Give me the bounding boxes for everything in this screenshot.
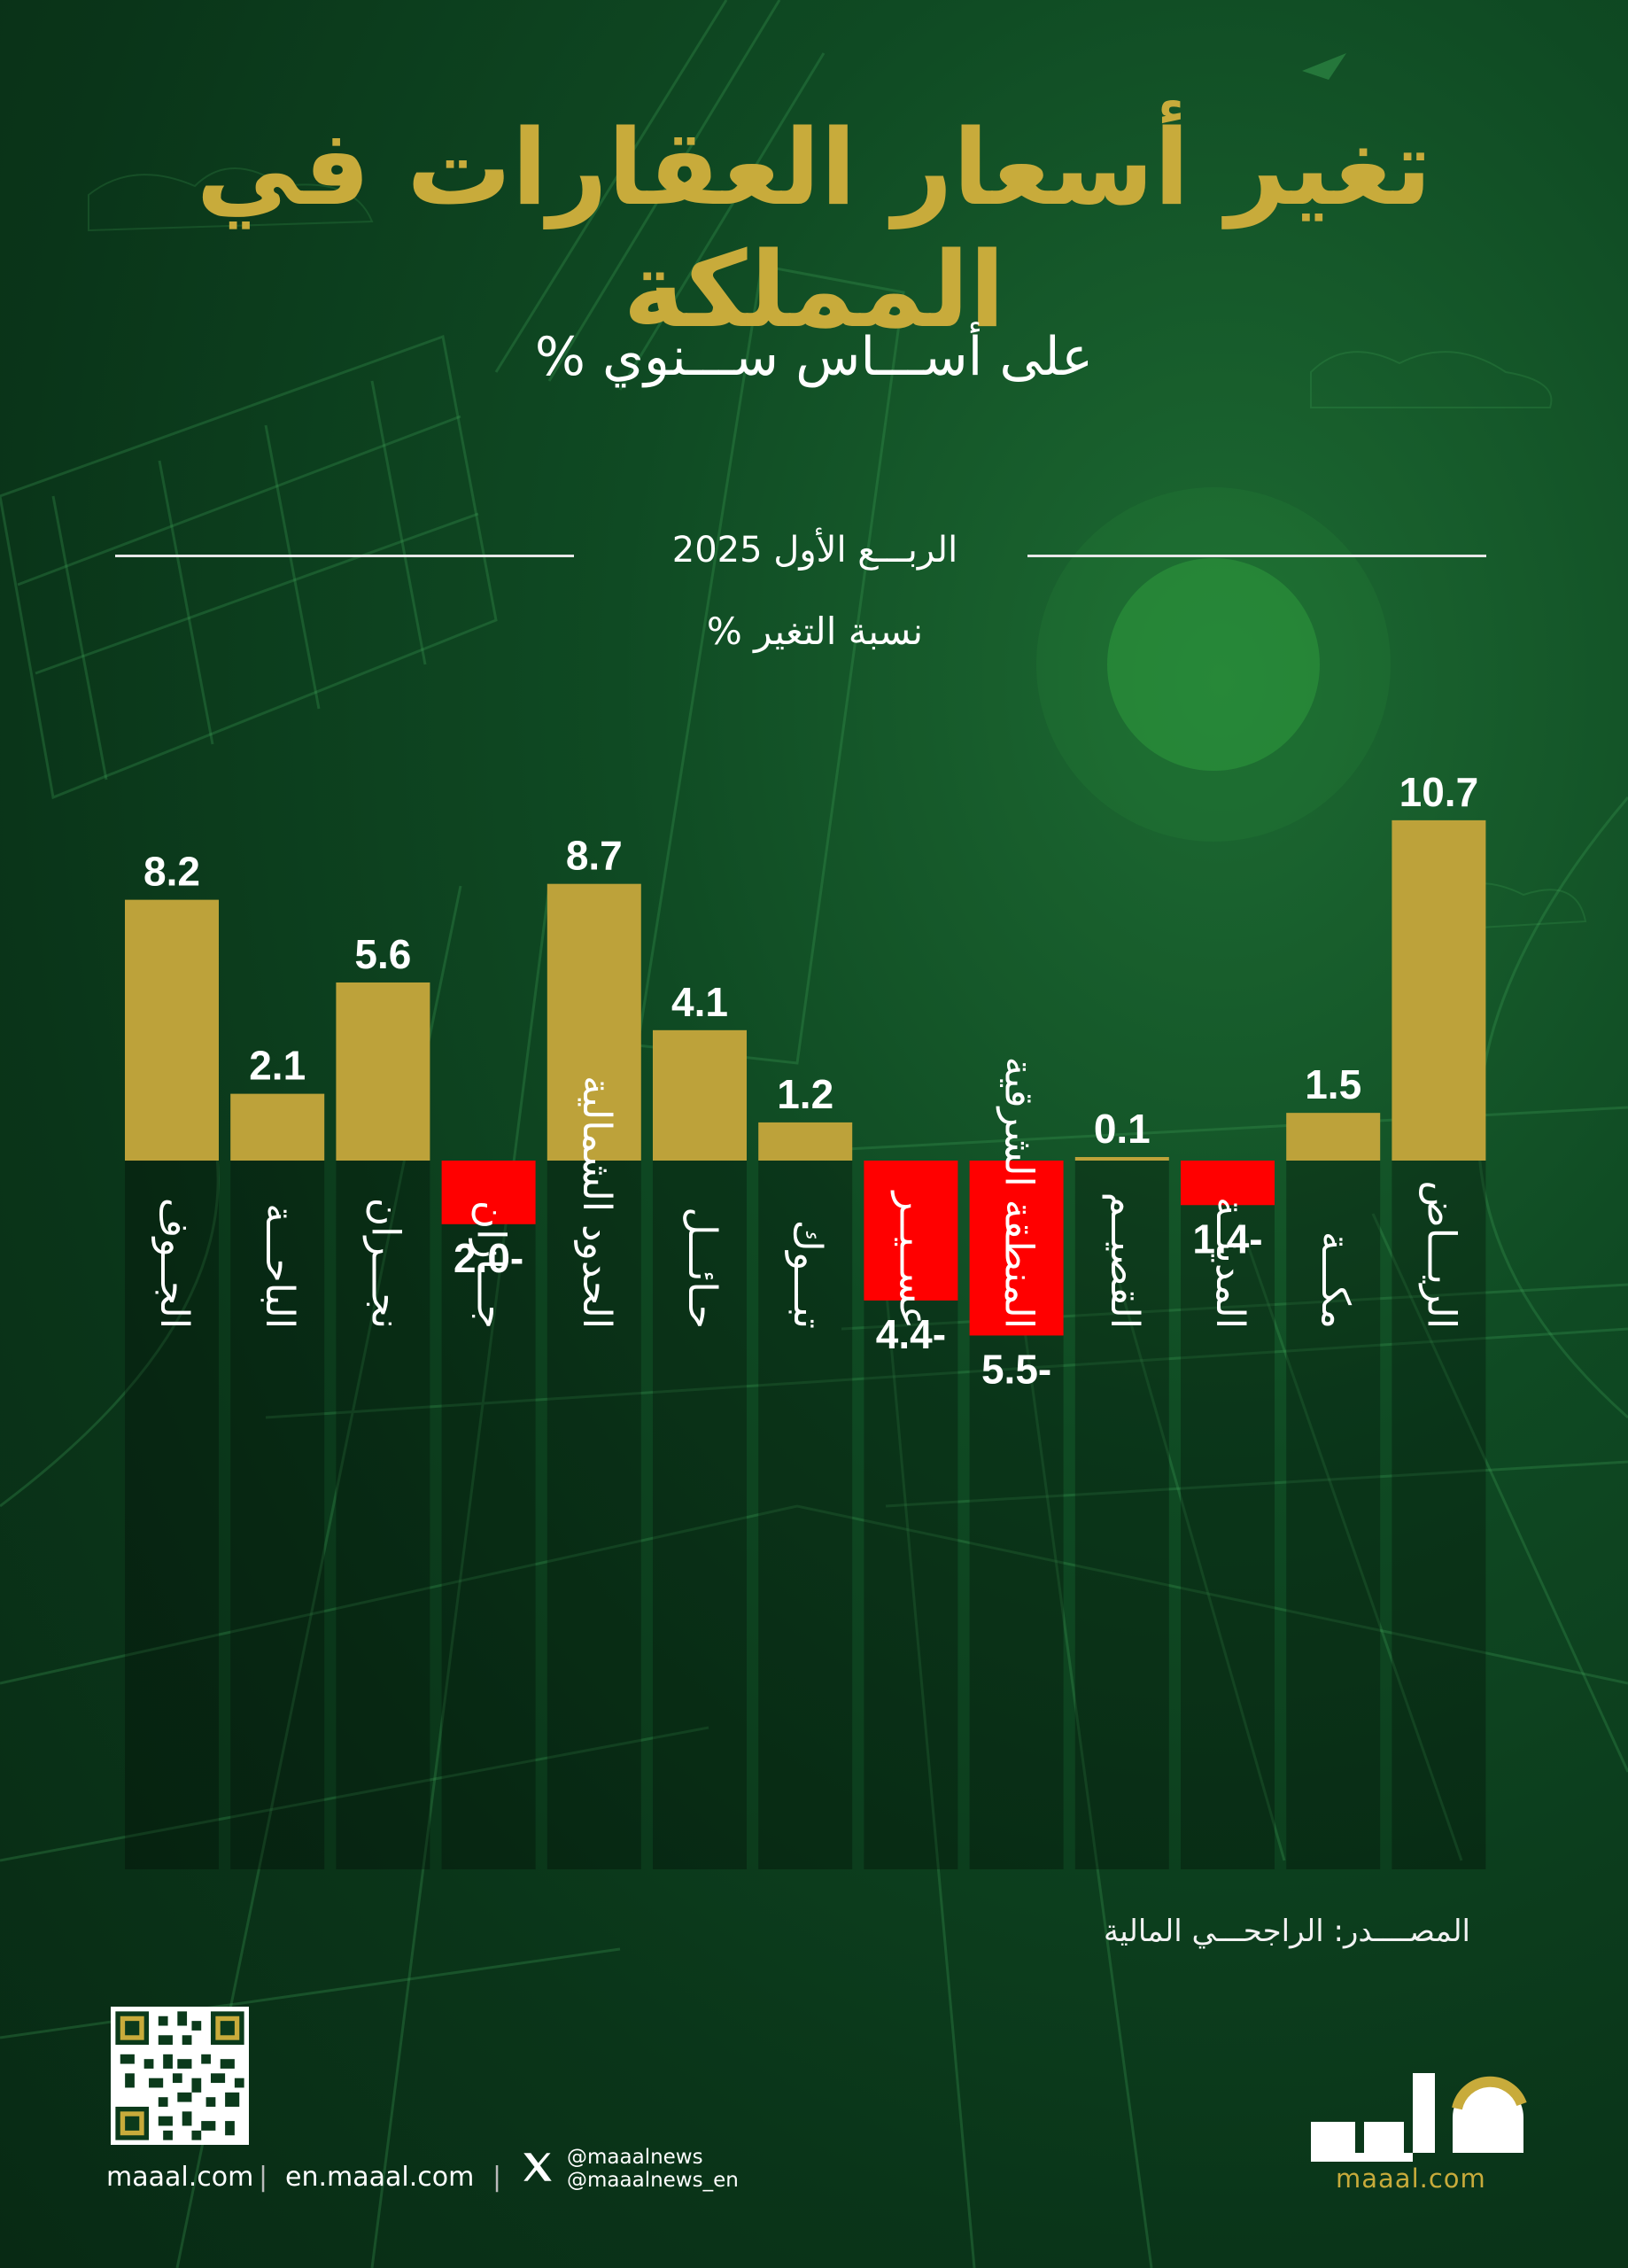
chart-subtitle: على أســـاس ســـنوي %	[534, 326, 1094, 388]
data-label: 5.5-	[981, 1346, 1051, 1392]
bar-column-bg	[441, 1161, 536, 1869]
period-label: الربـــع الأول 2025	[671, 530, 958, 571]
data-label: 10.7	[1399, 769, 1479, 815]
bar	[125, 899, 219, 1161]
data-label: 0.1	[1094, 1106, 1151, 1152]
bar-column-bg	[1286, 1161, 1381, 1869]
divider-left	[115, 555, 574, 557]
bar-column-bg	[125, 1161, 219, 1869]
bar-column-bg	[1392, 1161, 1486, 1869]
data-label: 5.6	[354, 931, 411, 977]
qr-code-icon[interactable]	[111, 2007, 249, 2145]
category-label: جـــازان	[469, 1200, 514, 1329]
bar-column-bg	[653, 1161, 747, 1869]
data-label: 2.1	[249, 1043, 306, 1089]
bar-column-bg	[336, 1161, 430, 1869]
footer-separator: |	[259, 2162, 268, 2193]
handle-ar[interactable]: @maaalnews	[567, 2146, 703, 2169]
category-label: حـائـــل	[679, 1207, 725, 1329]
handle-en[interactable]: @maaalnews_en	[567, 2169, 739, 2192]
maaal-logo-icon[interactable]	[1302, 2055, 1541, 2171]
logo-url[interactable]: maaal.com	[1336, 2163, 1486, 2194]
bar	[547, 883, 641, 1161]
category-label: المدينــة	[1207, 1197, 1252, 1329]
bar	[1286, 1113, 1381, 1161]
data-label: 8.7	[566, 833, 623, 879]
social-handles[interactable]: @maaalnews @maaalnews_en	[567, 2146, 739, 2192]
bar	[1392, 819, 1486, 1161]
bar-column-bg	[547, 1161, 641, 1869]
bar-column-bg	[230, 1161, 325, 1869]
category-label: القصيــم	[1102, 1192, 1147, 1329]
data-label: 8.2	[143, 849, 200, 895]
bar	[969, 1161, 1064, 1336]
category-label: المنطقة الشرقية	[996, 1057, 1042, 1329]
bar	[1074, 1157, 1169, 1161]
bar	[864, 1161, 958, 1301]
data-label: 1.5	[1305, 1061, 1361, 1107]
category-label: مكـــة	[1313, 1231, 1358, 1329]
bar	[1181, 1161, 1275, 1206]
x-social-icon[interactable]	[519, 2148, 556, 2186]
bar	[653, 1029, 747, 1161]
category-label: تبـــوك	[785, 1220, 830, 1329]
category-label: نجـــران	[362, 1198, 407, 1329]
unit-label: نسبة التغير %	[706, 610, 924, 653]
bar	[441, 1161, 536, 1224]
data-label: 4.4-	[876, 1311, 946, 1357]
category-label: الحدود الشمالية	[574, 1076, 619, 1329]
site-link-ar[interactable]: maaal.com	[106, 2162, 254, 2193]
divider-right	[1027, 555, 1486, 557]
source-note: المصــــدر: الراجحـــي المالية	[1104, 1914, 1470, 1949]
data-label: 1.2	[777, 1071, 833, 1117]
category-label: الباحـــة	[257, 1203, 302, 1329]
bar	[336, 982, 430, 1161]
bar-column-bg	[758, 1161, 853, 1869]
data-label: 1.4-	[1192, 1216, 1262, 1262]
chart-title: تغير أسعار العقارات في المملكة	[196, 106, 1432, 351]
bar-column-bg	[1074, 1161, 1169, 1869]
footer-separator-2: |	[492, 2162, 502, 2193]
category-label: الجــوف	[151, 1198, 197, 1329]
site-link-en[interactable]: en.maaal.com	[285, 2162, 475, 2193]
bar	[758, 1122, 853, 1161]
category-label: عســيــر	[890, 1190, 935, 1329]
bar-column-bg	[1181, 1161, 1275, 1869]
bar	[230, 1093, 325, 1161]
data-label: 2.0-	[454, 1235, 523, 1281]
category-label: الريـــاض	[1418, 1181, 1463, 1329]
data-label: 4.1	[671, 979, 728, 1025]
